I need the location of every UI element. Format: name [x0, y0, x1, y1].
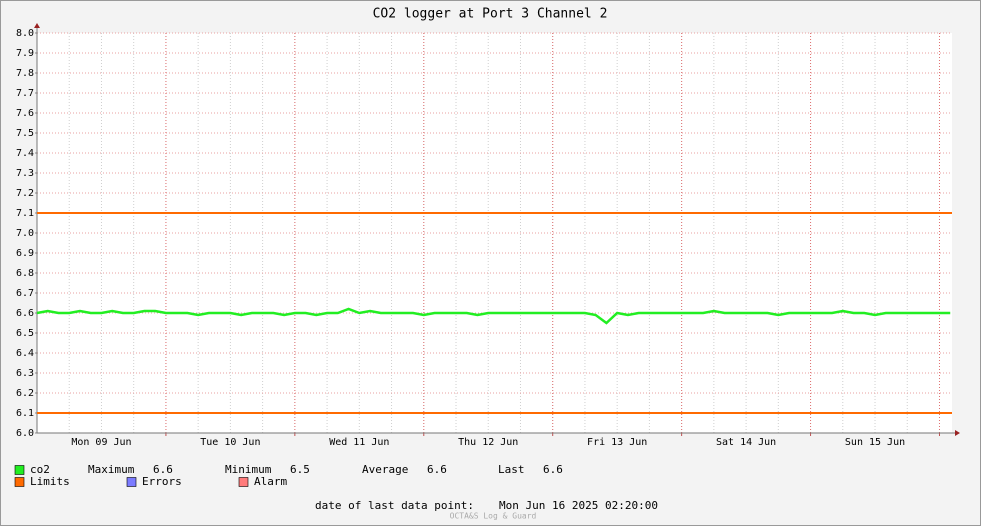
- y-tick-label: 7.8: [16, 68, 34, 79]
- y-tick-label: 6.6: [16, 308, 34, 319]
- data-line: [36, 307, 951, 325]
- y-tick-label: 6.8: [16, 268, 34, 279]
- legend-swatch: [14, 477, 25, 487]
- legend-label: Alarm: [254, 475, 287, 488]
- y-tick-label: 7.7: [16, 88, 34, 99]
- x-tick-label: Sat 14 Jun: [716, 437, 776, 448]
- x-tick-label: Wed 11 Jun: [329, 437, 389, 448]
- legend-swatch: [238, 477, 249, 487]
- stat-name: Last: [498, 463, 525, 476]
- legend-label: Errors: [142, 475, 182, 488]
- x-tick-label: Fri 13 Jun: [587, 437, 647, 448]
- y-tick-label: 7.2: [16, 188, 34, 199]
- y-tick-label: 6.4: [16, 348, 34, 359]
- x-tick-label: Sun 15 Jun: [845, 437, 905, 448]
- x-tick-label: Mon 09 Jun: [71, 437, 131, 448]
- y-tick-label: 7.1: [16, 208, 34, 219]
- legend-label: Limits: [30, 475, 70, 488]
- watermark: OCTA&S Log & Guard: [450, 512, 537, 521]
- stat-value: 6.6: [427, 463, 447, 476]
- x-tick-label: Tue 10 Jun: [200, 437, 260, 448]
- y-axis-arrow: [34, 23, 40, 28]
- y-tick-label: 7.4: [16, 148, 34, 159]
- stat-name: Maximum: [88, 463, 135, 476]
- y-tick-label: 6.5: [16, 328, 34, 339]
- y-tick-label: 6.9: [16, 248, 34, 259]
- y-tick-label: 6.0: [16, 428, 34, 439]
- y-tick-label: 6.7: [16, 288, 34, 299]
- x-axis-arrow: [955, 430, 960, 436]
- stat-value: 6.6: [153, 463, 173, 476]
- y-tick-label: 7.0: [16, 228, 34, 239]
- stat-value: 6.5: [290, 463, 310, 476]
- y-tick-label: 6.3: [16, 368, 34, 379]
- legend-swatch: [14, 465, 25, 475]
- y-tick-label: 7.3: [16, 168, 34, 179]
- last-point-label: date of last data point:: [315, 499, 474, 512]
- chart-title: CO2 logger at Port 3 Channel 2: [373, 7, 608, 22]
- y-tick-label: 6.1: [16, 408, 34, 419]
- last-point: Mon Jun 16 2025 02:20:00: [499, 499, 658, 512]
- y-tick-label: 8.0: [16, 28, 34, 39]
- stat-value: 6.6: [543, 463, 563, 476]
- y-tick-label: 7.9: [16, 48, 34, 59]
- x-tick-label: Thu 12 Jun: [458, 437, 518, 448]
- y-tick-label: 7.5: [16, 128, 34, 139]
- y-tick-label: 7.6: [16, 108, 34, 119]
- stat-name: Minimum: [225, 463, 272, 476]
- y-tick-label: 6.2: [16, 388, 34, 399]
- legend-label: co2: [30, 463, 50, 476]
- legend-swatch: [126, 477, 137, 487]
- stat-name: Average: [362, 463, 408, 476]
